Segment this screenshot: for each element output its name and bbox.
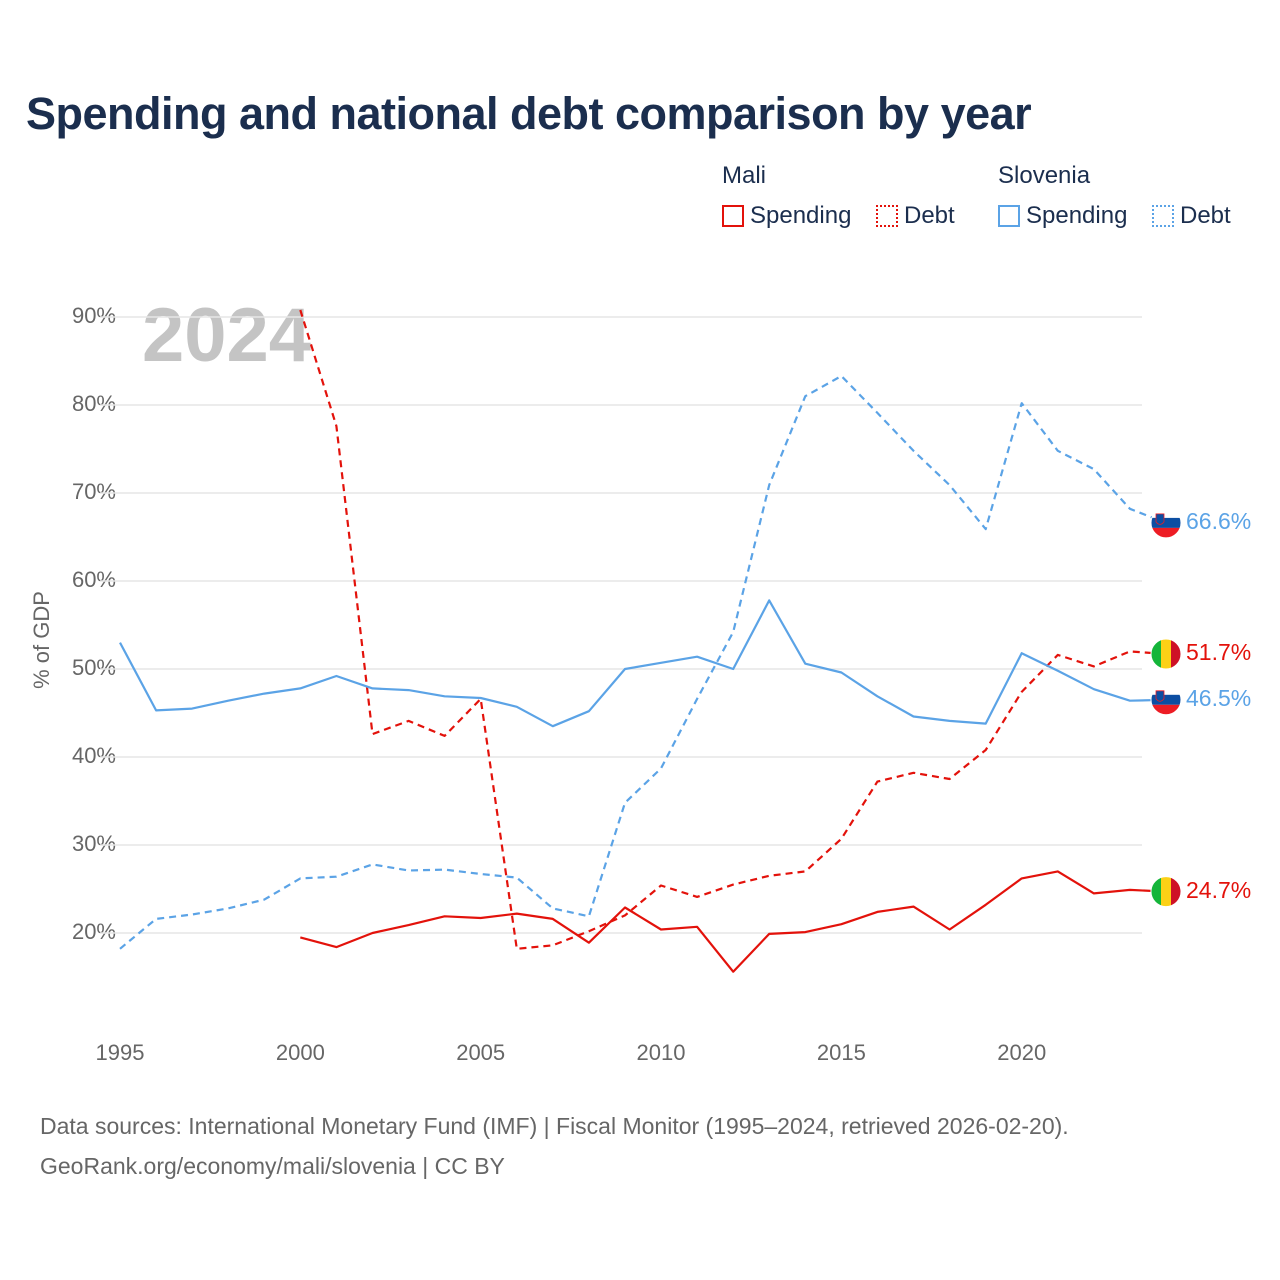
x-tick-label: 1995 [95, 1040, 145, 1065]
legend-group-mali: Mali Spending Debt [722, 162, 982, 242]
y-tick-label: 30% [71, 831, 116, 856]
legend-item-slovenia-spending[interactable]: Spending [998, 202, 1127, 230]
end-value-label-slovenia-debt: 66.6% [1186, 507, 1252, 534]
mali-flag-icon [1150, 876, 1182, 908]
end-flags [1150, 507, 1182, 908]
y-tick-label: 60% [71, 567, 116, 592]
legend-item-mali-spending[interactable]: Spending [722, 202, 851, 230]
y-tick-label: 50% [71, 655, 116, 680]
chart-title: Spending and national debt comparison by… [26, 88, 1032, 139]
y-tick-label: 20% [71, 919, 116, 944]
legend-swatch-dotted [1152, 205, 1174, 227]
mali-flag-icon [1150, 638, 1182, 670]
legend-swatch-dotted [876, 205, 898, 227]
legend-item-label: Spending [1026, 202, 1128, 229]
source-note: Data sources: International Monetary Fun… [40, 1106, 1069, 1186]
legend-item-slovenia-debt[interactable]: Debt [1152, 202, 1231, 230]
legend-group-title: Slovenia [998, 162, 1091, 189]
series-line-mali-spending[interactable] [300, 870, 1167, 973]
y-tick-label: 70% [71, 479, 116, 504]
legend-item-label: Spending [750, 202, 852, 229]
series-line-slovenia-spending[interactable] [119, 599, 1167, 728]
x-tick-label: 2015 [816, 1040, 866, 1065]
end-value-label-slovenia-spending: 46.5% [1186, 684, 1252, 711]
series-line-mali-debt[interactable] [299, 309, 1167, 950]
gridlines [100, 316, 1142, 934]
slovenia-flag-icon [1150, 507, 1182, 539]
legend-swatch-solid [722, 205, 744, 227]
end-value-label-mali-debt: 51.7% [1186, 639, 1252, 666]
legend-item-label: Debt [904, 202, 955, 229]
slovenia-flag-icon [1150, 684, 1182, 716]
y-tick-label: 80% [71, 391, 116, 416]
legend-item-label: Debt [1180, 202, 1231, 229]
x-tick-label: 2010 [636, 1040, 686, 1065]
source-line-2: GeoRank.org/economy/mali/slovenia | CC B… [40, 1153, 505, 1179]
y-tick-label: 90% [71, 303, 116, 328]
year-watermark: 2024 [142, 293, 312, 378]
series-lines [119, 309, 1167, 973]
legend-swatch-solid [998, 205, 1020, 227]
series-line-slovenia-debt[interactable] [119, 374, 1167, 950]
end-value-label-mali-spending: 24.7% [1186, 876, 1252, 903]
y-tick-label: 40% [71, 743, 116, 768]
legend-item-mali-debt[interactable]: Debt [876, 202, 955, 230]
legend-group-title: Mali [722, 162, 767, 189]
x-tick-label: 2005 [456, 1040, 506, 1065]
x-tick-label: 2020 [997, 1040, 1047, 1065]
source-line-1: Data sources: International Monetary Fun… [40, 1113, 1069, 1139]
legend-group-slovenia: Slovenia Spending Debt [998, 162, 1258, 242]
x-tick-label: 2000 [275, 1040, 325, 1065]
